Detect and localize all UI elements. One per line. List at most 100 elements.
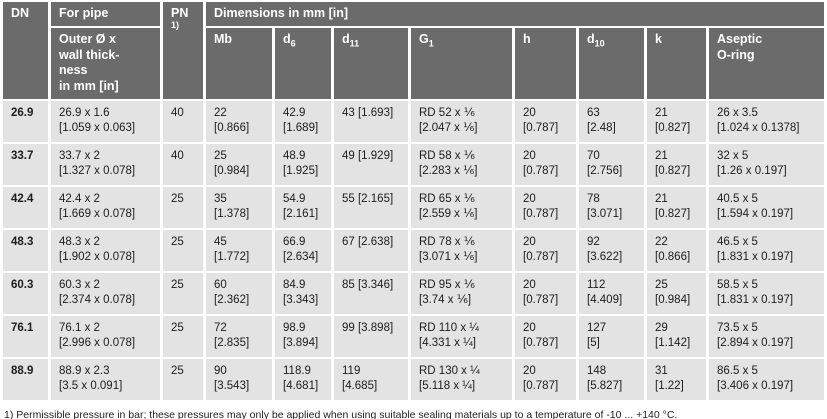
table-cell: 40 bbox=[163, 143, 203, 185]
table-cell: RD 110 x ¼ [4.331 x ¼] bbox=[411, 315, 512, 357]
table-cell: 25 bbox=[163, 186, 203, 228]
table-cell: RD 95 x ⅙ [3.74 x ⅙] bbox=[411, 272, 512, 314]
table-cell: 73.5 x 5 [2.894 x 0.197] bbox=[709, 315, 825, 357]
table-cell: 78 [3.071] bbox=[579, 186, 644, 228]
table-cell: RD 78 x ⅙ [3.071 x ⅙] bbox=[411, 229, 512, 271]
table-row: 26.9 26.9 x 1.6 [1.059 x 0.063] 40 22 [0.86… bbox=[3, 100, 825, 142]
table-cell: 25 bbox=[163, 272, 203, 314]
table-cell: 42.4 x 2 [1.669 x 0.078] bbox=[51, 186, 160, 228]
col-header-outer-diameter: Outer Ø x wall thick- ness in mm [in] bbox=[51, 28, 160, 99]
table-cell: 88.9 x 2.3 [3.5 x 0.091] bbox=[51, 358, 160, 400]
dn-cell: 42.4 bbox=[3, 186, 48, 228]
table-cell: 90 [3.543] bbox=[206, 358, 272, 400]
table-row: 76.1 76.1 x 2 [2.996 x 0.078] 25 72 [2.835]… bbox=[3, 315, 825, 357]
table-cell: RD 52 x ⅙ [2.047 x ⅙] bbox=[411, 100, 512, 142]
table-cell: 20 [0.787] bbox=[515, 186, 576, 228]
col-header-g1: G1 bbox=[411, 28, 512, 99]
table-cell: 46.5 x 5 [1.831 x 0.197] bbox=[709, 229, 825, 271]
table-body: 26.9 26.9 x 1.6 [1.059 x 0.063] 40 22 [0.86… bbox=[3, 100, 825, 400]
table-cell: RD 130 x ¼ [5.118 x ¼] bbox=[411, 358, 512, 400]
table-cell: 60.3 x 2 [2.374 x 0.078] bbox=[51, 272, 160, 314]
table-cell: 55 [2.165] bbox=[334, 186, 408, 228]
table-cell: 22 [0.866] bbox=[647, 229, 706, 271]
table-cell: 99 [3.898] bbox=[334, 315, 408, 357]
table-cell: 20 [0.787] bbox=[515, 272, 576, 314]
dn-cell: 60.3 bbox=[3, 272, 48, 314]
table-cell: 127 [5] bbox=[579, 315, 644, 357]
table-row: 88.9 88.9 x 2.3 [3.5 x 0.091] 25 90 [3.543]… bbox=[3, 358, 825, 400]
col-header-d11: d11 bbox=[334, 28, 408, 99]
table-cell: 21 [0.827] bbox=[647, 143, 706, 185]
col-header-h: h bbox=[515, 28, 576, 99]
table-cell: 148 [5.827] bbox=[579, 358, 644, 400]
table-cell: 20 [0.787] bbox=[515, 100, 576, 142]
table-cell: 43 [1.693] bbox=[334, 100, 408, 142]
table-cell: 58.5 x 5 [1.831 x 0.197] bbox=[709, 272, 825, 314]
table-cell: RD 65 x ⅙ [2.559 x ⅙] bbox=[411, 186, 512, 228]
table-cell: 20 [0.787] bbox=[515, 358, 576, 400]
table-cell: 32 x 5 [1.26 x 0.197] bbox=[709, 143, 825, 185]
dn-cell: 48.3 bbox=[3, 229, 48, 271]
pn-footnote-marker: 1) bbox=[171, 19, 180, 30]
dn-cell: 33.7 bbox=[3, 143, 48, 185]
pipe-dimensions-table: DN For pipe PN 1) Dimensions in mm [in] … bbox=[3, 2, 825, 400]
col-header-aseptic-o-ring: Aseptic O-ring bbox=[709, 28, 825, 99]
table-cell: 20 [0.787] bbox=[515, 315, 576, 357]
col-header-d10: d10 bbox=[579, 28, 644, 99]
col-header-mb: Mb bbox=[206, 28, 272, 99]
table-cell: 86.5 x 5 [3.406 x 0.197] bbox=[709, 358, 825, 400]
table-row: 42.4 42.4 x 2 [1.669 x 0.078] 25 35 [1.378]… bbox=[3, 186, 825, 228]
table-cell: 112 [4.409] bbox=[579, 272, 644, 314]
table-cell: 45 [1.772] bbox=[206, 229, 272, 271]
table-cell: 25 bbox=[163, 358, 203, 400]
col-header-dn: DN bbox=[3, 2, 48, 99]
table-cell: 70 [2.756] bbox=[579, 143, 644, 185]
dn-cell: 88.9 bbox=[3, 358, 48, 400]
table-row: 60.3 60.3 x 2 [2.374 x 0.078] 25 60 [2.362]… bbox=[3, 272, 825, 314]
pn-label: PN bbox=[171, 6, 189, 20]
table-cell: 20 [0.787] bbox=[515, 143, 576, 185]
table-cell: 49 [1.929] bbox=[334, 143, 408, 185]
table-cell: 92 [3.622] bbox=[579, 229, 644, 271]
col-header-d6: d6 bbox=[275, 28, 331, 99]
table-cell: RD 58 x ⅙ [2.283 x ⅙] bbox=[411, 143, 512, 185]
table-cell: 66.9 [2.634] bbox=[275, 229, 331, 271]
table-cell: 118.9 [4.681] bbox=[275, 358, 331, 400]
dn-cell: 26.9 bbox=[3, 100, 48, 142]
header-row-1: DN For pipe PN 1) Dimensions in mm [in] bbox=[3, 2, 825, 99]
col-header-pn: PN 1) bbox=[163, 2, 203, 99]
table-cell: 48.3 x 2 [1.902 x 0.078] bbox=[51, 229, 160, 271]
table-cell: 25 bbox=[163, 229, 203, 271]
table-cell: 84.9 [3.343] bbox=[275, 272, 331, 314]
table-cell: 21 [0.827] bbox=[647, 186, 706, 228]
table-cell: 85 [3.346] bbox=[334, 272, 408, 314]
table-cell: 40.5 x 5 [1.594 x 0.197] bbox=[709, 186, 825, 228]
table-cell: 25 bbox=[163, 315, 203, 357]
table-row: 33.7 33.7 x 2 [1.327 x 0.078] 40 25 [0.984]… bbox=[3, 143, 825, 185]
table-cell: 29 [1.142] bbox=[647, 315, 706, 357]
table-cell: 21 [0.827] bbox=[647, 100, 706, 142]
table-row: 48.3 48.3 x 2 [1.902 x 0.078] 25 45 [1.772]… bbox=[3, 229, 825, 271]
table-cell: 42.9 [1.689] bbox=[275, 100, 331, 142]
table-cell: 40 bbox=[163, 100, 203, 142]
table-cell: 25 [0.984] bbox=[206, 143, 272, 185]
table-cell: 119 [4.685] bbox=[334, 358, 408, 400]
table-cell: 76.1 x 2 [2.996 x 0.078] bbox=[51, 315, 160, 357]
footnote: 1) Permissible pressure in bar; these pr… bbox=[4, 408, 678, 419]
table-cell: 26.9 x 1.6 [1.059 x 0.063] bbox=[51, 100, 160, 142]
table-header: DN For pipe PN 1) Dimensions in mm [in] … bbox=[3, 2, 825, 99]
table-cell: 67 [2.638] bbox=[334, 229, 408, 271]
col-header-k: k bbox=[647, 28, 706, 99]
table-cell: 63 [2.48] bbox=[579, 100, 644, 142]
table-cell: 98.9 [3.894] bbox=[275, 315, 331, 357]
table-cell: 33.7 x 2 [1.327 x 0.078] bbox=[51, 143, 160, 185]
table-cell: 72 [2.835] bbox=[206, 315, 272, 357]
table-cell: 35 [1.378] bbox=[206, 186, 272, 228]
table-cell: 54.9 [2.161] bbox=[275, 186, 331, 228]
col-header-for-pipe: For pipe bbox=[51, 2, 160, 26]
table-cell: 26 x 3.5 [1.024 x 0.1378] bbox=[709, 100, 825, 142]
table-cell: 22 [0.866] bbox=[206, 100, 272, 142]
table-cell: 20 [0.787] bbox=[515, 229, 576, 271]
table-cell: 25 [0.984] bbox=[647, 272, 706, 314]
